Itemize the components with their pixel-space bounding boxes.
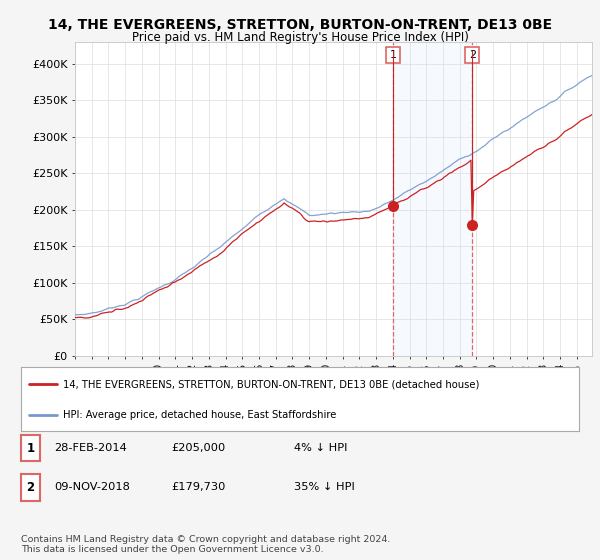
Text: 2: 2 <box>469 50 476 60</box>
Text: Contains HM Land Registry data © Crown copyright and database right 2024.
This d: Contains HM Land Registry data © Crown c… <box>21 535 391 554</box>
Text: £179,730: £179,730 <box>171 482 226 492</box>
Text: 14, THE EVERGREENS, STRETTON, BURTON-ON-TRENT, DE13 0BE (detached house): 14, THE EVERGREENS, STRETTON, BURTON-ON-… <box>63 379 479 389</box>
Text: 14, THE EVERGREENS, STRETTON, BURTON-ON-TRENT, DE13 0BE: 14, THE EVERGREENS, STRETTON, BURTON-ON-… <box>48 18 552 32</box>
Text: 35% ↓ HPI: 35% ↓ HPI <box>294 482 355 492</box>
Text: 09-NOV-2018: 09-NOV-2018 <box>54 482 130 492</box>
Text: 28-FEB-2014: 28-FEB-2014 <box>54 443 127 453</box>
Bar <box>393 42 472 356</box>
Text: HPI: Average price, detached house, East Staffordshire: HPI: Average price, detached house, East… <box>63 410 336 420</box>
Text: 1: 1 <box>26 441 35 455</box>
Text: Price paid vs. HM Land Registry's House Price Index (HPI): Price paid vs. HM Land Registry's House … <box>131 31 469 44</box>
Text: 1: 1 <box>389 50 397 60</box>
Text: £205,000: £205,000 <box>171 443 225 453</box>
Text: 2: 2 <box>26 480 35 494</box>
Text: 4% ↓ HPI: 4% ↓ HPI <box>294 443 347 453</box>
